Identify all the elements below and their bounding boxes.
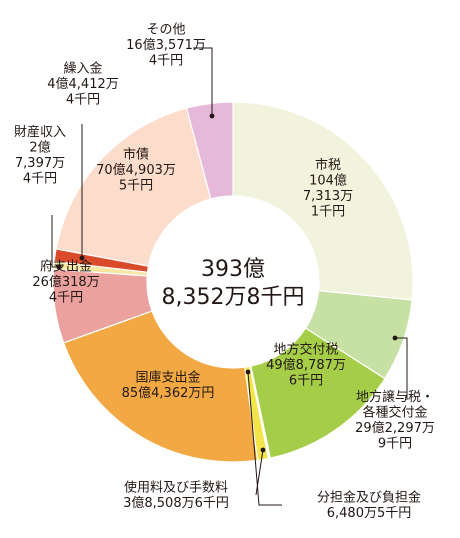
slice-label-10: その他 16億3,571万 4千円 <box>126 23 206 69</box>
center-total-label: 393億 8,352万8千円 <box>162 257 305 310</box>
slice-label-9: 市債 70億4,903万 5千円 <box>96 147 176 194</box>
slice-0 <box>232 101 414 301</box>
leader-line-10 <box>193 47 213 116</box>
slice-label-0: 市税 104億 7,313万 1千円 <box>303 157 353 220</box>
leader-dot-1 <box>392 335 398 341</box>
leader-dot-4 <box>260 447 266 453</box>
leader-dot-7 <box>56 264 62 270</box>
leader-line-3 <box>247 371 282 506</box>
slice-9 <box>55 107 212 267</box>
leader-dot-3 <box>245 369 251 375</box>
slice-5 <box>62 310 259 463</box>
slice-label-3: 分担金及び負担金 6,480万5千円 <box>317 489 421 521</box>
slice-label-4: 使用料及び手数料 3億8,508万6千円 <box>123 479 229 511</box>
leader-dot-10 <box>209 113 215 119</box>
leader-line-1 <box>395 337 408 400</box>
slice-label-7: 財産収入 2億 7,397万 4千円 <box>14 124 66 187</box>
slice-label-6: 府支出金 26億318万 4千円 <box>32 259 99 306</box>
slice-label-1: 地方譲与税・各種交付金 29億2,297万 9千円 <box>355 389 435 452</box>
leader-dot-8 <box>79 255 85 261</box>
slice-10 <box>185 101 234 200</box>
slice-label-5: 国庫支出金 85億4,362万円 <box>122 369 215 401</box>
slice-label-8: 繰入金 4億4,412万 4千円 <box>47 61 119 108</box>
slice-label-2: 地方交付税 49億8,787万 6千円 <box>266 342 346 389</box>
leader-line-4 <box>255 449 264 496</box>
